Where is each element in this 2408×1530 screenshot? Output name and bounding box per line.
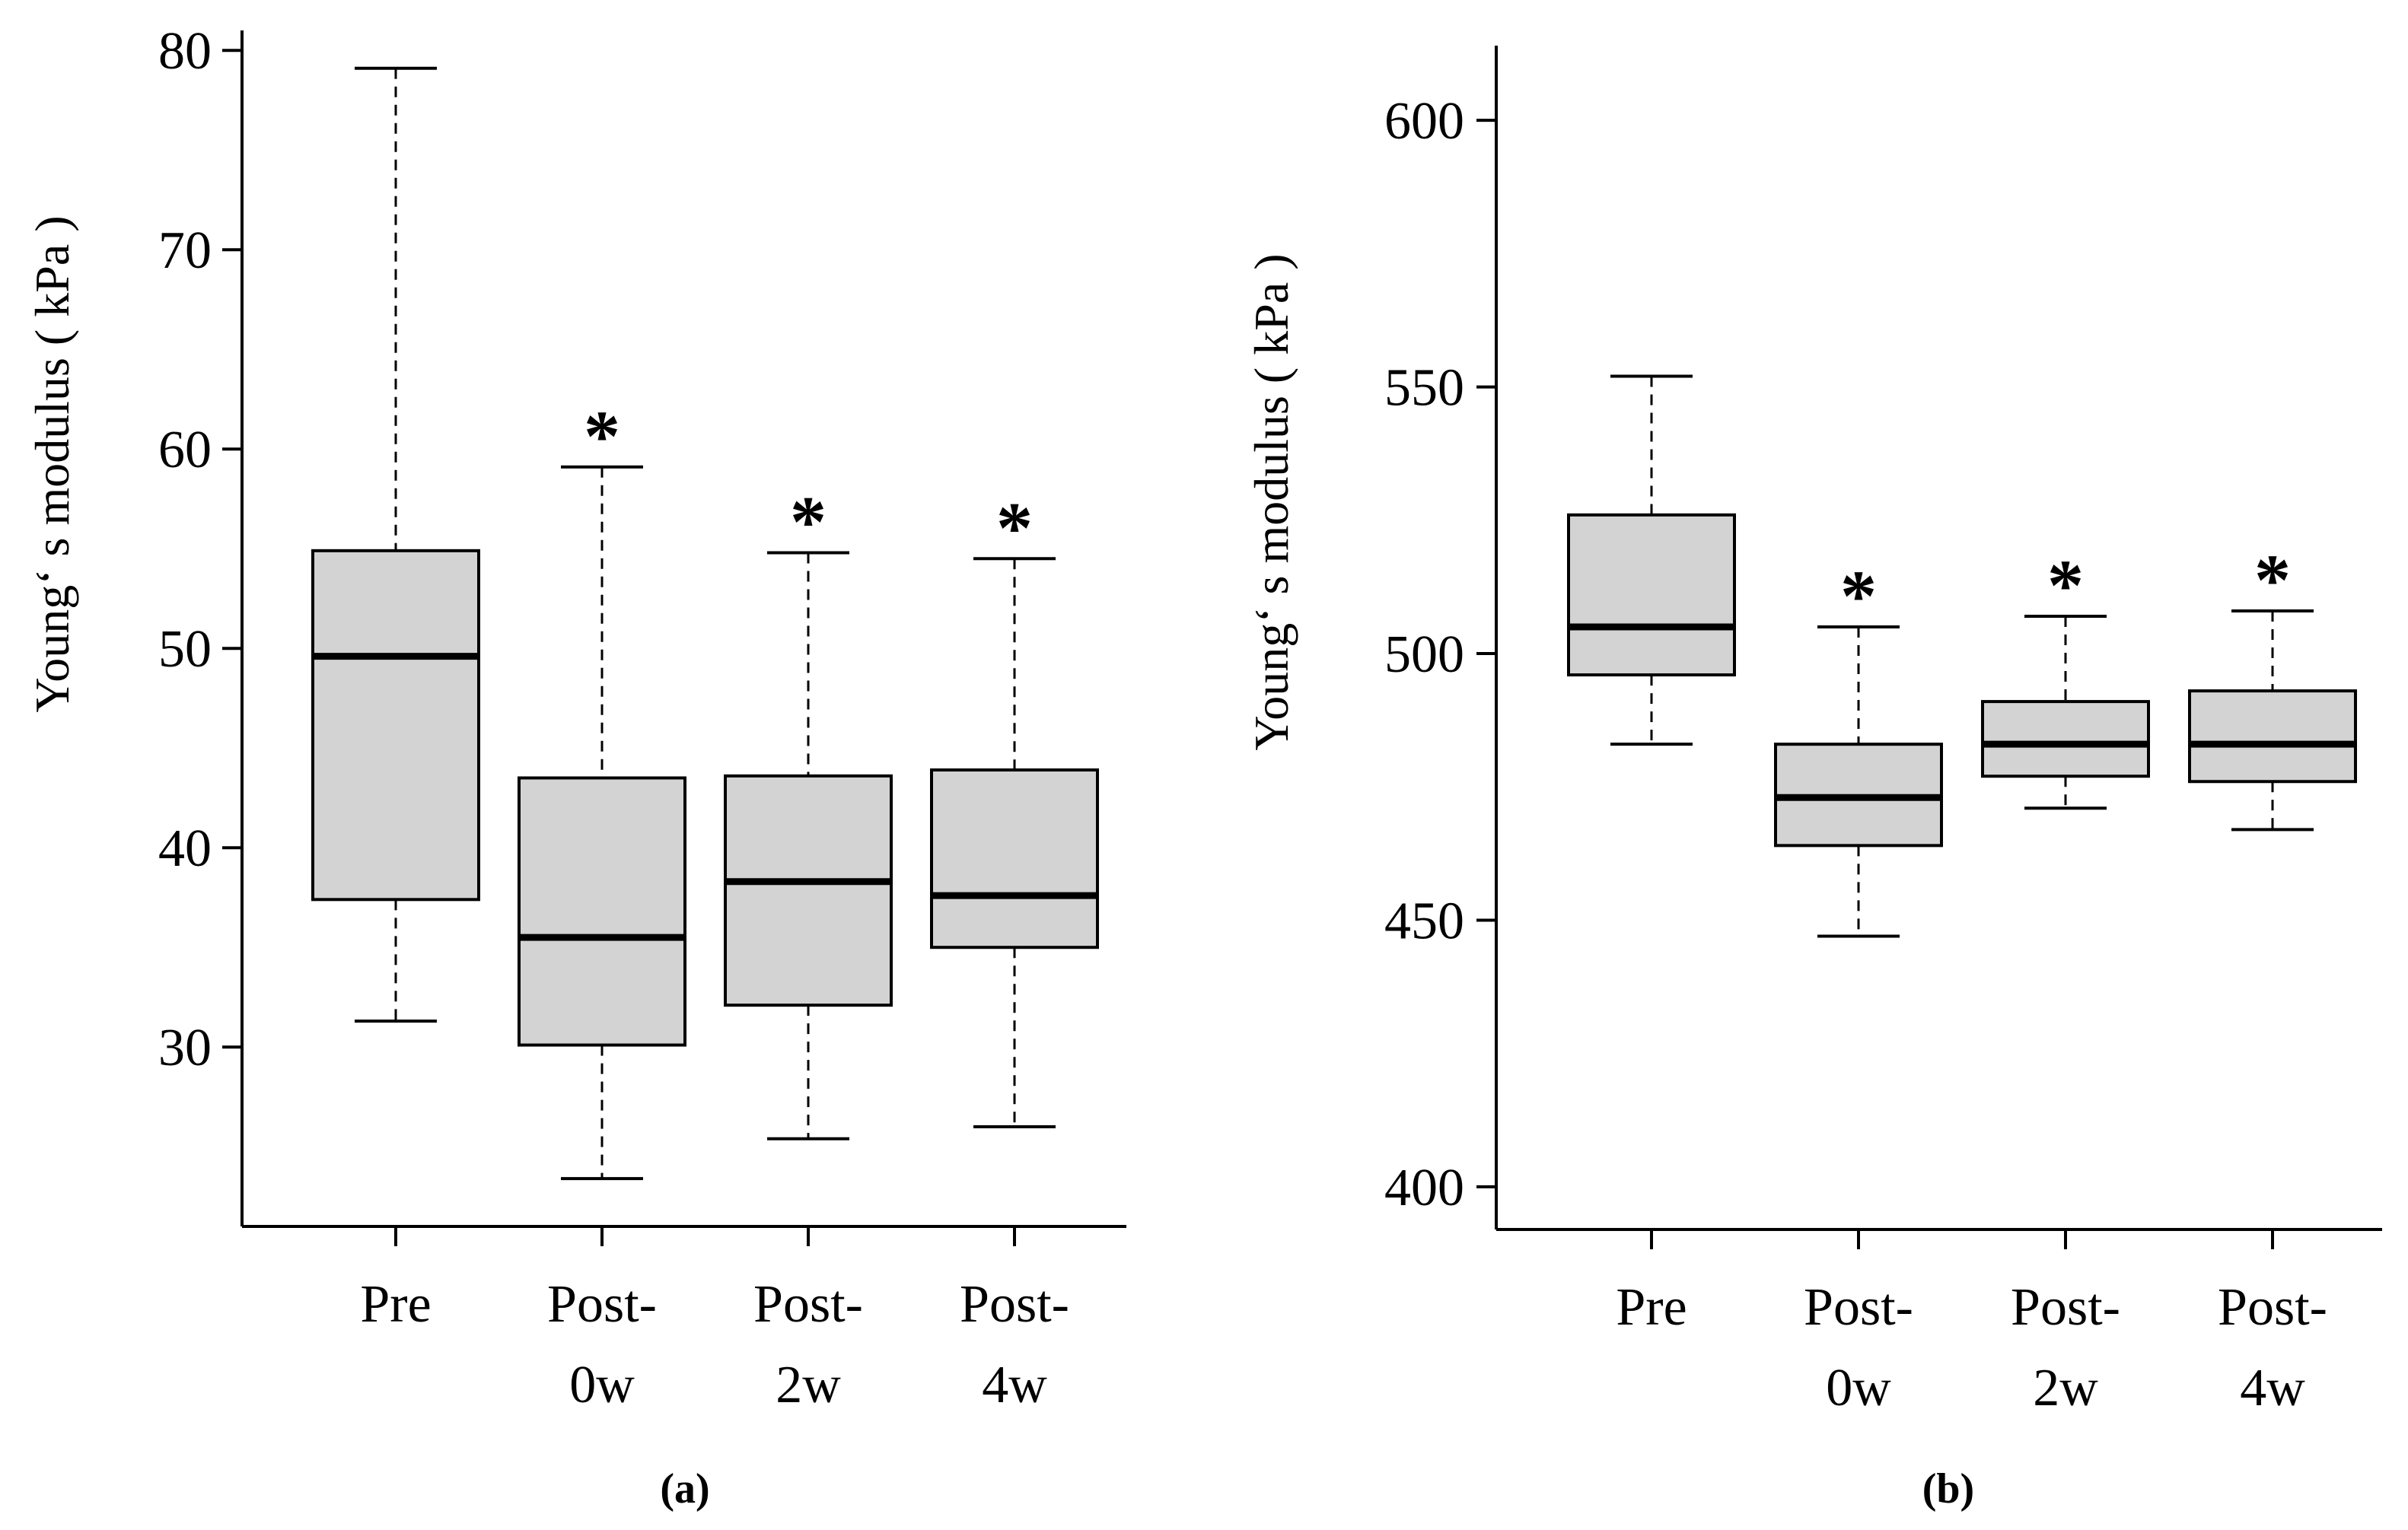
y-tick-label: 30	[158, 1019, 212, 1077]
y-axis-title: Young‘ s modulus ( kPa )	[1244, 253, 1298, 750]
panel-label: (a)	[660, 1465, 709, 1513]
box-pre	[311, 66, 480, 1023]
y-tick-label: 500	[1384, 625, 1464, 684]
significance-star: *	[2047, 545, 2084, 626]
box-post-0w: *	[1774, 555, 1943, 938]
box-post-4w: *	[930, 487, 1099, 1128]
x-tick-label: Post-	[547, 1275, 657, 1334]
iqr-box	[1981, 700, 2150, 778]
iqr-box	[1567, 513, 1736, 677]
box-pre	[1567, 374, 1736, 746]
y-tick-label: 70	[158, 221, 212, 280]
x-tick-label: Post-	[1804, 1278, 1913, 1337]
significance-star: *	[1840, 555, 1877, 637]
x-tick-label: Post-	[2218, 1278, 2327, 1337]
iqr-box	[2188, 689, 2357, 784]
x-tick-label: Post-	[753, 1275, 863, 1334]
x-tick-label: 4w	[2240, 1359, 2305, 1417]
y-tick-label: 600	[1384, 92, 1464, 151]
y-tick-label: 450	[1384, 892, 1464, 950]
x-tick-label: Post-	[2011, 1278, 2120, 1337]
iqr-box	[724, 774, 893, 1007]
iqr-box	[518, 776, 686, 1047]
x-tick-label: 0w	[1826, 1359, 1891, 1417]
y-tick-label: 400	[1384, 1159, 1464, 1217]
y-axis-title: Young‘ s modulus ( kPa )	[25, 215, 79, 712]
significance-star: *	[790, 481, 827, 562]
y-tick-label: 80	[158, 22, 212, 81]
box-post-4w: *	[2188, 539, 2357, 832]
y-tick-label: 60	[158, 421, 212, 479]
x-tick-label: 0w	[569, 1356, 635, 1414]
x-tick-label: Post-	[960, 1275, 1069, 1334]
box-post-0w: *	[518, 396, 686, 1181]
panel-a: 30 40 50 60 70 80 Young‘ s modulus ( kPa ) Pre *…	[25, 22, 1126, 1513]
significance-star: *	[2254, 539, 2291, 621]
x-tick-label: 2w	[776, 1356, 841, 1414]
box-post-2w: *	[724, 481, 893, 1140]
panel-label: (b)	[1922, 1465, 1974, 1513]
x-tick-label: Pre	[360, 1275, 431, 1334]
significance-star: *	[996, 487, 1033, 568]
panel-b: 400 450 500 550 600 Young‘ s modulus ( kPa ) P…	[1244, 46, 2382, 1513]
box-post-2w: *	[1981, 545, 2150, 810]
y-tick-label: 40	[158, 819, 212, 878]
x-tick-label: Pre	[1616, 1278, 1687, 1337]
x-tick-label: 2w	[2033, 1359, 2098, 1417]
iqr-box	[930, 768, 1099, 949]
y-tick-label: 50	[158, 620, 212, 679]
significance-star: *	[584, 396, 620, 477]
y-tick-label: 550	[1384, 359, 1464, 418]
x-tick-label: 4w	[982, 1356, 1047, 1414]
iqr-box	[311, 549, 480, 902]
